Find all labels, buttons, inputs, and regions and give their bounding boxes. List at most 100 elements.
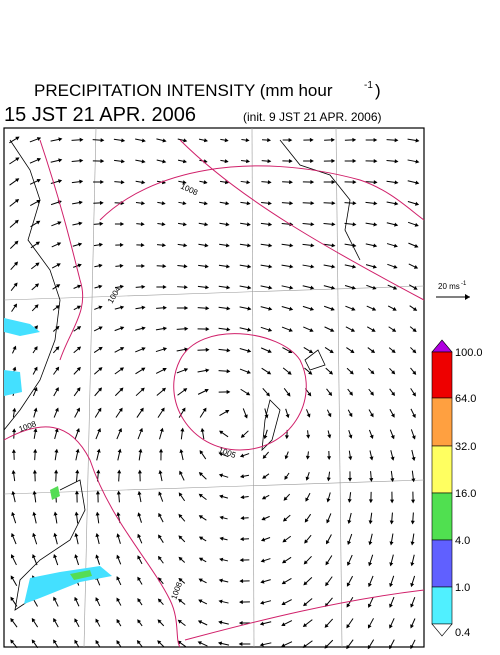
- wind-arrow-head: [262, 518, 264, 520]
- wind-arrow-head: [241, 517, 243, 519]
- wind-arrow-head: [390, 604, 392, 606]
- wind-arrow-head: [416, 160, 418, 162]
- wind-arrow-head: [99, 285, 101, 287]
- wind-arrow-head: [99, 306, 101, 308]
- wind-arrow-head: [184, 139, 186, 141]
- wind-arrow-head: [101, 160, 103, 162]
- wind-arrow-head: [374, 181, 376, 183]
- wind-arrow-head: [332, 202, 334, 204]
- wind-arrow-head: [13, 409, 15, 411]
- wind-arrow-head: [414, 287, 416, 289]
- wind-arrow-head: [121, 286, 123, 288]
- wind-arrow-head: [248, 244, 250, 246]
- wind-arrow-head: [283, 581, 285, 583]
- wind-arrow-head: [349, 457, 351, 459]
- wind-arrow-head: [263, 497, 266, 499]
- wind-arrow-head: [96, 555, 98, 557]
- wind-arrow-head: [59, 138, 61, 140]
- wind-arrow-head: [241, 496, 243, 498]
- wind-arrow-head: [142, 265, 144, 267]
- wind-arrow-head: [185, 307, 187, 309]
- wind-arrow-head: [78, 306, 81, 308]
- wind-arrow-head: [374, 266, 376, 268]
- wind-arrow-head: [261, 581, 263, 583]
- wind-arrow-head: [394, 266, 396, 268]
- wind-arrow-head: [373, 308, 375, 310]
- wind-arrow-head: [262, 539, 264, 541]
- wind-scale-label: 20 ms: [438, 282, 460, 291]
- wind-arrow-head: [290, 265, 292, 267]
- wind-arrow-head: [248, 265, 250, 267]
- wind-arrow-head: [311, 202, 313, 204]
- wind-arrow-head: [75, 513, 77, 515]
- wind-arrow-head: [58, 222, 60, 224]
- wind-arrow-head: [411, 563, 413, 565]
- wind-arrow-head: [200, 558, 202, 560]
- wind-arrow-head: [139, 450, 141, 452]
- wind-arrow-head: [80, 160, 82, 162]
- wind-arrow-head: [392, 436, 394, 438]
- wind-arrow-head: [142, 348, 144, 350]
- wind-arrow-head: [285, 456, 287, 458]
- wind-arrow-head: [140, 429, 142, 431]
- wind-arrow-head: [268, 160, 270, 162]
- wind-arrow-head: [13, 450, 15, 452]
- wind-arrow-head: [54, 619, 56, 621]
- wind-arrow-head: [56, 408, 58, 410]
- wind-arrow-head: [327, 520, 329, 522]
- wind-arrow-head: [226, 244, 228, 246]
- wind-arrow-head: [142, 286, 144, 288]
- wind-arrow-head: [412, 521, 414, 523]
- wind-arrow-head: [184, 265, 186, 267]
- color-bar-label: 16.0: [455, 488, 476, 500]
- wind-arrow-head: [247, 371, 249, 373]
- wind-arrow-head: [347, 583, 349, 585]
- wind-arrow-head: [160, 450, 162, 452]
- wind-arrow-head: [227, 370, 229, 372]
- wind-arrow-head: [282, 644, 284, 646]
- wind-arrow-head: [55, 450, 57, 452]
- wind-arrow-head: [119, 450, 121, 452]
- wind-arrow-head: [374, 202, 376, 204]
- wind-arrow-head: [370, 479, 372, 481]
- wind-arrow-head: [413, 436, 415, 438]
- wind-arrow-head: [247, 202, 249, 204]
- wind-arrow-head: [390, 542, 392, 544]
- wind-arrow-head: [390, 584, 392, 586]
- wind-arrow-head: [11, 576, 13, 578]
- wind-arrow-head: [77, 450, 79, 452]
- wind-arrow-head: [415, 224, 417, 226]
- wind-arrow-head: [411, 625, 413, 627]
- wind-arrow-head: [56, 429, 58, 431]
- wind-arrow-head: [308, 414, 310, 416]
- wind-arrow-head: [413, 415, 415, 417]
- wind-arrow-head: [240, 580, 242, 582]
- wind-arrow-head: [282, 623, 284, 625]
- wind-arrow-head: [306, 477, 308, 479]
- wind-arrow-head: [138, 513, 140, 515]
- wind-arrow-head: [206, 369, 208, 371]
- wind-arrow-head: [35, 388, 37, 390]
- wind-arrow-head: [415, 266, 417, 268]
- wind-arrow-head: [286, 436, 288, 438]
- wind-arrow-head: [311, 287, 313, 289]
- wind-arrow-head: [79, 243, 81, 245]
- wind-arrow-head: [369, 521, 371, 523]
- wind-arrow-head: [289, 139, 291, 141]
- wind-arrow-head: [138, 492, 140, 494]
- wind-arrow-head: [311, 265, 313, 267]
- wind-arrow-head: [350, 414, 352, 417]
- wind-arrow-head: [269, 223, 271, 225]
- wind-arrow-head: [311, 181, 313, 183]
- wind-arrow-head: [33, 492, 35, 494]
- wind-arrow-head: [369, 563, 371, 565]
- wind-arrow-head: [310, 329, 312, 331]
- wind-arrow-head: [75, 619, 77, 621]
- wind-arrow-head: [14, 347, 16, 349]
- title-close: ): [375, 81, 381, 100]
- wind-arrow-head: [268, 139, 270, 141]
- wind-arrow-head: [141, 223, 143, 225]
- wind-arrow-head: [38, 159, 40, 161]
- wind-arrow-head: [204, 181, 206, 183]
- wind-arrow-head: [220, 516, 222, 518]
